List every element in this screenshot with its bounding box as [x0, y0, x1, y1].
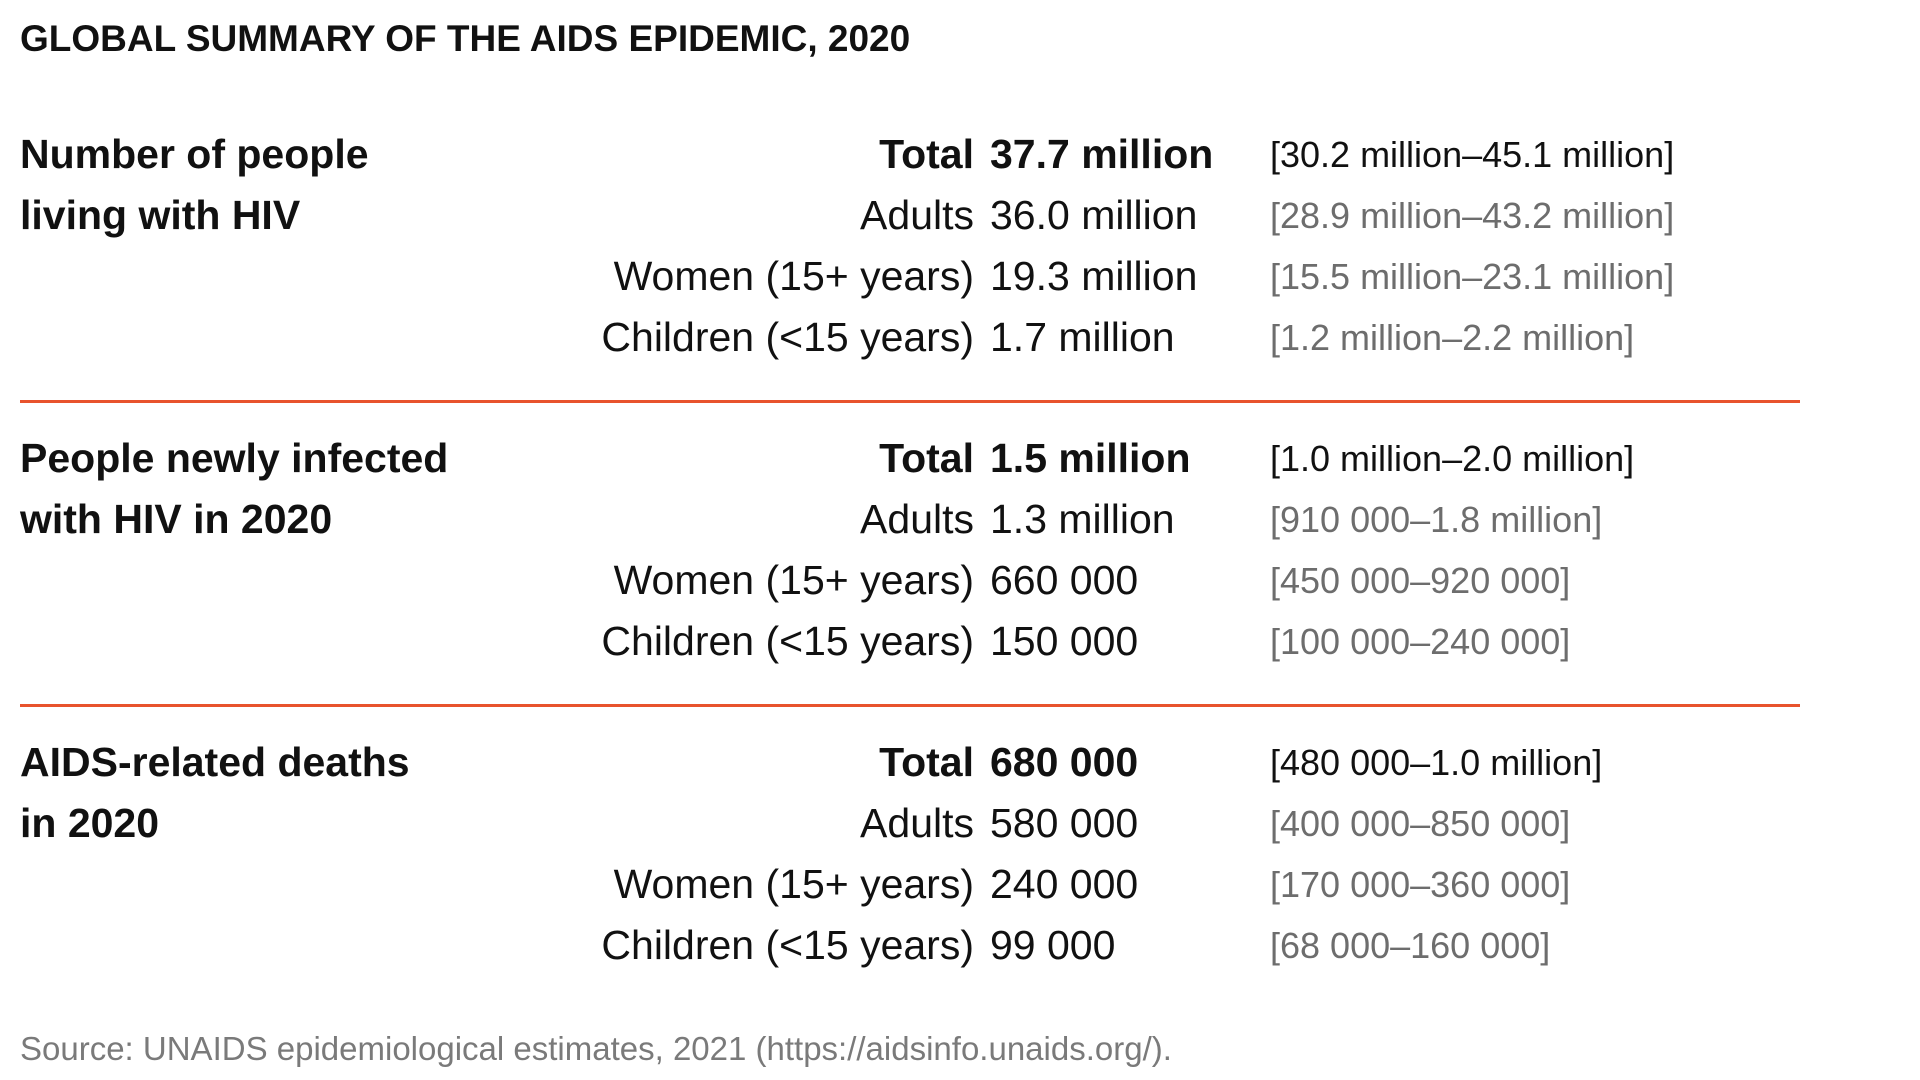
row-range: [68 000–160 000]: [1270, 925, 1551, 966]
row-category: Adults: [860, 496, 974, 542]
section-divider: [20, 704, 1800, 707]
row-range: [15.5 million–23.1 million]: [1270, 256, 1675, 297]
row-category: Women (15+ years): [613, 557, 974, 603]
row-category: Children (<15 years): [601, 618, 974, 664]
row-value: 150 000: [990, 618, 1139, 664]
section-label-line: with HIV in 2020: [20, 496, 333, 542]
document-title: GLOBAL SUMMARY OF THE AIDS EPIDEMIC, 202…: [20, 18, 911, 59]
row-value: 580 000: [990, 800, 1139, 846]
table-row: Women (15+ years) 19.3 million [15.5 mil…: [20, 246, 1800, 307]
row-value: 680 000: [990, 739, 1139, 785]
section-label: AIDS-related deaths in 2020: [20, 732, 540, 854]
section-label-line: living with HIV: [20, 192, 301, 238]
table-row: Children (<15 years) 1.7 million [1.2 mi…: [20, 307, 1800, 368]
section-divider: [20, 400, 1800, 403]
row-range: [1.2 million–2.2 million]: [1270, 317, 1635, 358]
row-value: 36.0 million: [990, 192, 1198, 238]
row-range: [400 000–850 000]: [1270, 803, 1571, 844]
row-category: Women (15+ years): [613, 861, 974, 907]
row-range: [28.9 million–43.2 million]: [1270, 195, 1675, 236]
data-rows: Total 1.5 million [1.0 million–2.0 milli…: [20, 428, 1800, 672]
row-value: 1.3 million: [990, 496, 1175, 542]
row-category: Adults: [860, 800, 974, 846]
row-value: 37.7 million: [990, 131, 1214, 177]
row-category: Total: [879, 435, 974, 481]
table-row: Total 1.5 million [1.0 million–2.0 milli…: [20, 428, 1800, 489]
table-row: Adults 1.3 million [910 000–1.8 million]: [20, 489, 1800, 550]
row-category: Children (<15 years): [601, 922, 974, 968]
table-row: Women (15+ years) 240 000 [170 000–360 0…: [20, 854, 1800, 915]
table-row: Total 680 000 [480 000–1.0 million]: [20, 732, 1800, 793]
data-rows: Total 680 000 [480 000–1.0 million] Adul…: [20, 732, 1800, 976]
row-category: Total: [879, 739, 974, 785]
row-value: 99 000: [990, 922, 1116, 968]
row-range: [450 000–920 000]: [1270, 560, 1571, 601]
section-label-line: AIDS-related deaths: [20, 739, 410, 785]
table-row: Total 37.7 million [30.2 million–45.1 mi…: [20, 124, 1800, 185]
section-label-line: People newly infected: [20, 435, 449, 481]
section-label: Number of people living with HIV: [20, 124, 540, 246]
row-value: 1.7 million: [990, 314, 1175, 360]
table-row: Women (15+ years) 660 000 [450 000–920 0…: [20, 550, 1800, 611]
row-category: Children (<15 years): [601, 314, 974, 360]
row-category: Women (15+ years): [613, 253, 974, 299]
table-row: Children (<15 years) 150 000 [100 000–24…: [20, 611, 1800, 672]
section-label-line: in 2020: [20, 800, 160, 846]
table-row: Children (<15 years) 99 000 [68 000–160 …: [20, 915, 1800, 976]
row-range: [1.0 million–2.0 million]: [1270, 438, 1635, 479]
source-note: Source: UNAIDS epidemiological estimates…: [20, 1030, 1172, 1067]
row-category: Adults: [860, 192, 974, 238]
row-range: [30.2 million–45.1 million]: [1270, 134, 1675, 175]
section-label: People newly infected with HIV in 2020: [20, 428, 540, 550]
table-row: Adults 580 000 [400 000–850 000]: [20, 793, 1800, 854]
data-rows: Total 37.7 million [30.2 million–45.1 mi…: [20, 124, 1800, 368]
section-label-line: Number of people: [20, 131, 369, 177]
table-row: Adults 36.0 million [28.9 million–43.2 m…: [20, 185, 1800, 246]
row-range: [480 000–1.0 million]: [1270, 742, 1603, 783]
row-value: 19.3 million: [990, 253, 1198, 299]
row-range: [170 000–360 000]: [1270, 864, 1571, 905]
row-value: 240 000: [990, 861, 1139, 907]
row-category: Total: [879, 131, 974, 177]
row-value: 660 000: [990, 557, 1139, 603]
row-range: [910 000–1.8 million]: [1270, 499, 1603, 540]
row-range: [100 000–240 000]: [1270, 621, 1571, 662]
row-value: 1.5 million: [990, 435, 1191, 481]
